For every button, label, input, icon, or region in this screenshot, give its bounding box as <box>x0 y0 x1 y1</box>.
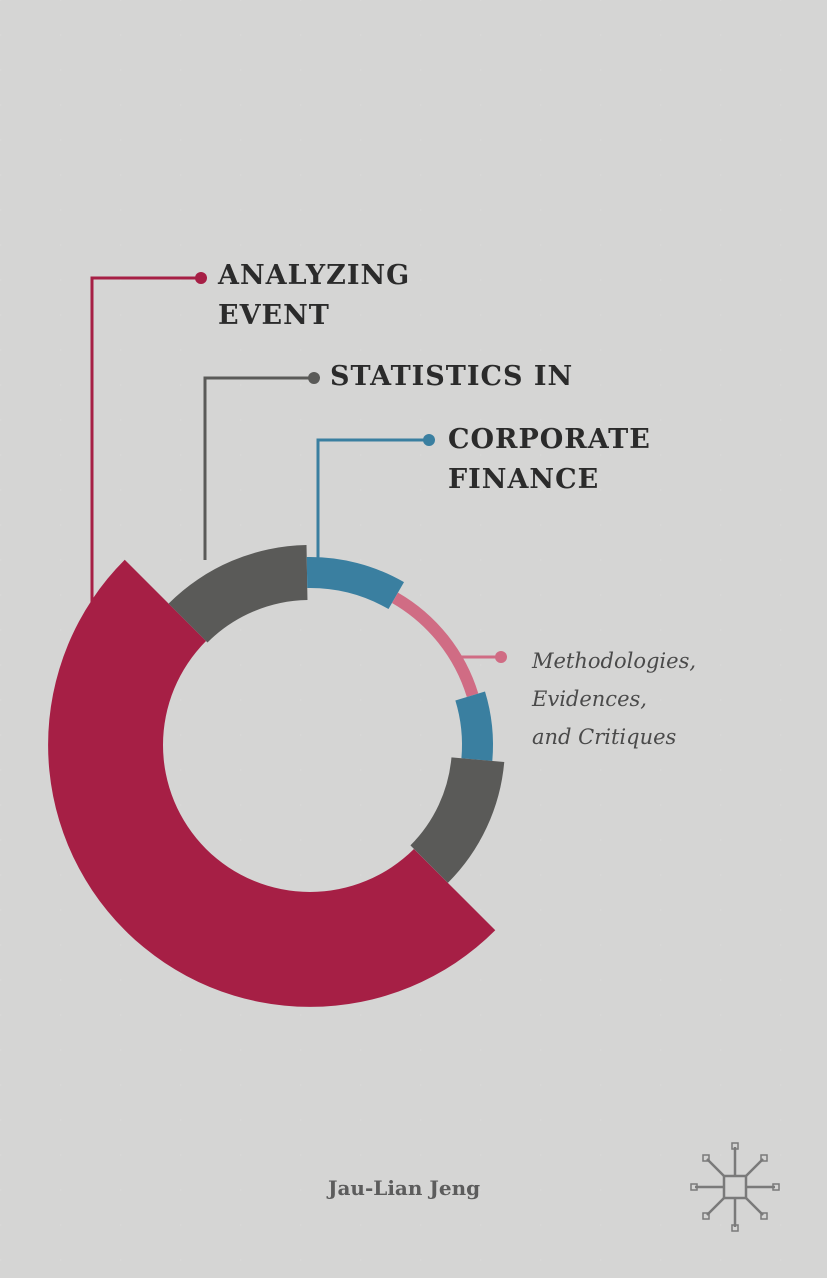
pink-segment <box>392 592 479 698</box>
subtitle-line-2: Evidences, <box>532 687 647 711</box>
pink-dot <box>495 651 507 663</box>
gray-segment-top <box>168 545 308 643</box>
publisher-logo-icon <box>690 1142 780 1232</box>
title-line-2: EVENT <box>218 300 330 331</box>
ring-graphic <box>48 545 505 1007</box>
crimson-connector <box>90 276 200 615</box>
crimson-segment <box>48 559 496 1007</box>
subtitle-line-1: Methodologies, <box>532 649 697 673</box>
title-line-5: FINANCE <box>448 464 600 495</box>
gray-connector <box>203 376 313 560</box>
title-line-1: ANALYZING <box>218 260 411 291</box>
blue-segment-top <box>306 557 404 610</box>
gray-segment-right <box>410 757 505 883</box>
title-line-3: STATISTICS IN <box>330 361 574 392</box>
title-line-4: CORPORATE <box>448 424 651 455</box>
blue-segment-right <box>455 691 493 761</box>
gray-dot <box>308 372 320 384</box>
crimson-dot <box>195 272 207 284</box>
connector-lines <box>90 272 507 663</box>
subtitle-line-3: and Critiques <box>532 725 677 749</box>
blue-connector <box>316 438 428 558</box>
author-name: Jau-Lian Jeng <box>328 1176 481 1200</box>
subtitle: Methodologies, Evidences, and Critiques <box>532 642 696 756</box>
blue-dot <box>423 434 435 446</box>
